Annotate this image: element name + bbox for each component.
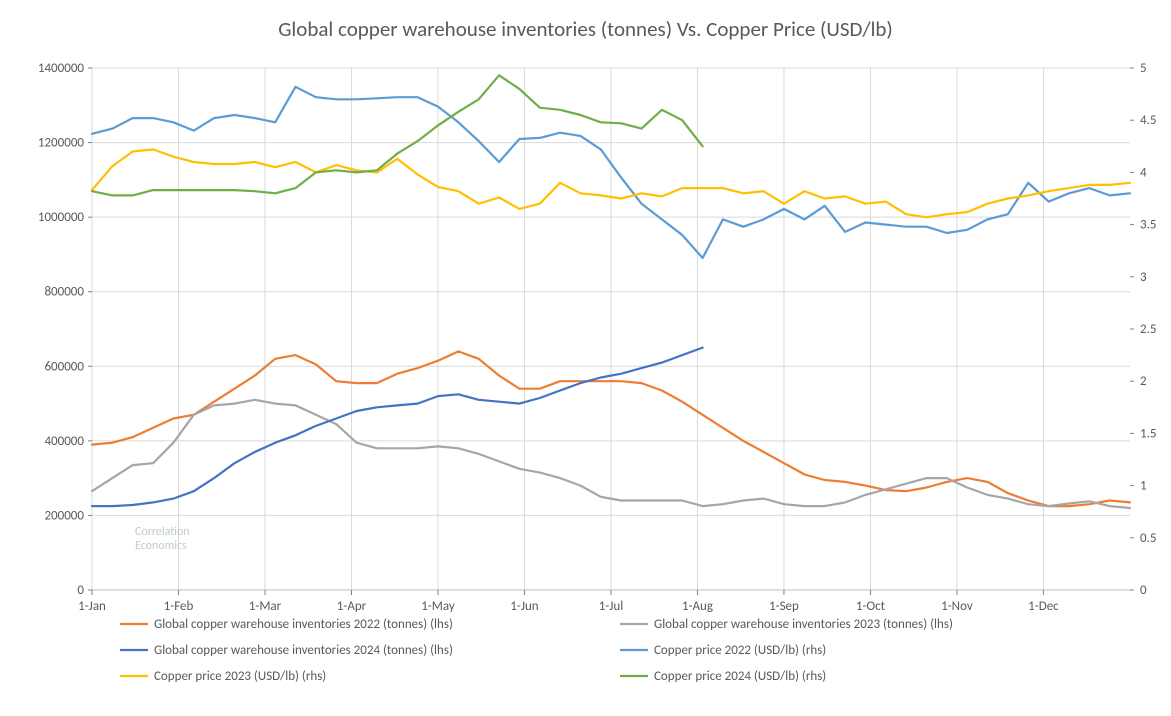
x-tick-label: 1-Jun xyxy=(510,599,539,614)
watermark-line2: Economics xyxy=(135,539,187,553)
legend-label: Global copper warehouse inventories 2022… xyxy=(154,617,453,632)
y-left-tick-label: 400000 xyxy=(44,434,84,449)
y-right-tick-label: 5 xyxy=(1140,61,1147,76)
y-left-tick-label: 200000 xyxy=(44,508,84,523)
y-right-tick-label: 1.5 xyxy=(1140,426,1156,441)
watermark-line1: Correlation xyxy=(135,525,190,539)
chart-svg: Global copper warehouse inventories (ton… xyxy=(0,0,1171,716)
x-tick-label: 1-Apr xyxy=(337,599,367,614)
legend-label: Global copper warehouse inventories 2024… xyxy=(154,643,453,658)
x-tick-label: 1-May xyxy=(421,599,455,614)
y-right-tick-label: 2.5 xyxy=(1140,322,1156,337)
legend-label: Copper price 2022 (USD/lb) (rhs) xyxy=(654,643,826,658)
legend-label: Copper price 2023 (USD/lb) (rhs) xyxy=(154,669,326,684)
y-right-tick-label: 4.5 xyxy=(1140,113,1156,128)
x-tick-label: 1-Jul xyxy=(599,599,624,614)
x-tick-label: 1-Aug xyxy=(682,599,713,614)
x-tick-label: 1-Oct xyxy=(856,599,886,614)
y-right-tick-label: 2 xyxy=(1140,374,1147,389)
chart-container: { "chart": { "type": "line", "title": "G… xyxy=(0,0,1171,716)
x-tick-label: 1-Sep xyxy=(769,599,799,614)
x-tick-label: 1-Jan xyxy=(78,599,106,614)
x-tick-label: 1-Dec xyxy=(1028,599,1059,614)
y-left-tick-label: 600000 xyxy=(44,359,84,374)
y-left-tick-label: 0 xyxy=(77,583,84,598)
x-tick-label: 1-Mar xyxy=(249,599,282,614)
y-left-tick-label: 1000000 xyxy=(38,210,85,225)
y-right-tick-label: 3 xyxy=(1140,270,1147,285)
x-tick-label: 1-Feb xyxy=(164,599,194,614)
y-right-tick-label: 0.5 xyxy=(1140,531,1156,546)
y-right-tick-label: 0 xyxy=(1140,583,1147,598)
legend-label: Global copper warehouse inventories 2023… xyxy=(654,617,953,632)
x-tick-label: 1-Nov xyxy=(941,599,973,614)
chart-title: Global copper warehouse inventories (ton… xyxy=(278,16,893,42)
y-left-tick-label: 800000 xyxy=(44,285,84,300)
y-left-tick-label: 1400000 xyxy=(38,61,85,76)
y-left-tick-label: 1200000 xyxy=(38,136,85,151)
legend-label: Copper price 2024 (USD/lb) (rhs) xyxy=(654,669,826,684)
y-right-tick-label: 4 xyxy=(1140,165,1147,180)
y-right-tick-label: 1 xyxy=(1140,479,1147,494)
y-right-tick-label: 3.5 xyxy=(1140,218,1156,233)
